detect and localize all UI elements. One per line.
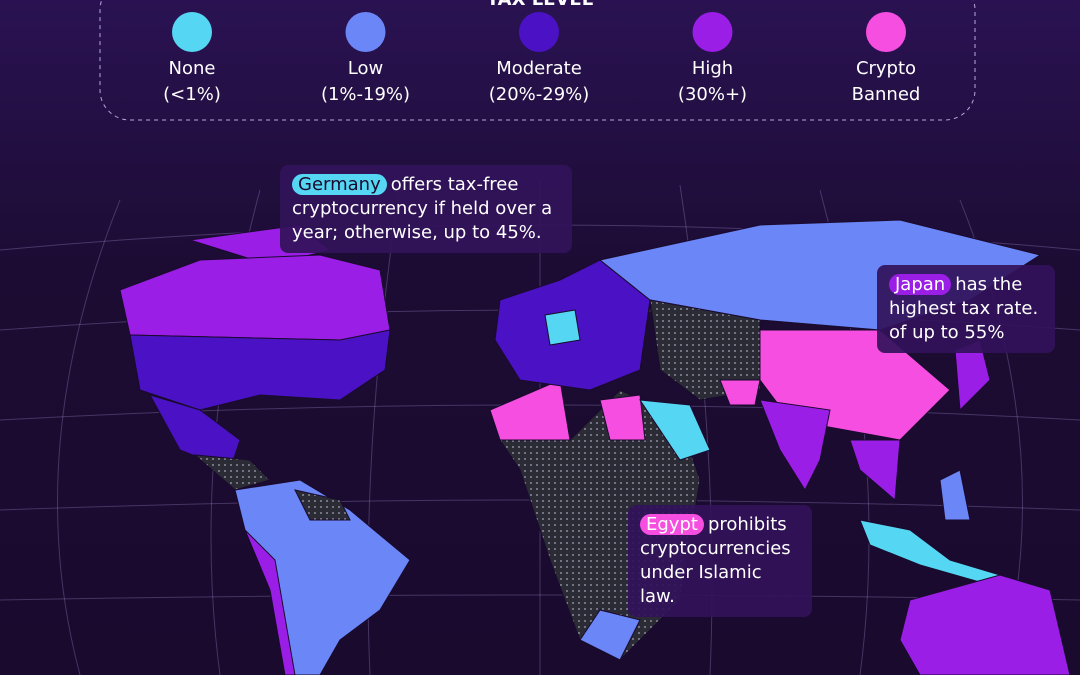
legend-range: (1%-19%): [321, 84, 410, 105]
legend-swatch: [172, 12, 212, 52]
annotation-text: has the highest tax rate. of up to 55%: [889, 274, 1039, 343]
legend-swatch: [345, 12, 386, 52]
legend-range: (20%-29%): [489, 84, 590, 105]
annotation: Germany offers tax-free cryptocurrency if…: [280, 165, 572, 253]
annotation-text: prohibits cryptocurrencies under Islamic…: [640, 514, 791, 607]
legend-swatch: [866, 12, 906, 52]
legend-range: (<1%): [163, 84, 221, 105]
legend-label: Low: [348, 58, 383, 79]
legend-label: Crypto: [856, 58, 916, 79]
legend-title: TAX LEVEL: [487, 0, 593, 10]
legend-frame: [99, 0, 976, 121]
annotation: Egypt prohibits cryptocurrencies under Is…: [628, 505, 812, 617]
legend-range: Banned: [852, 84, 921, 105]
legend-swatch: [519, 12, 559, 52]
legend-label: High: [692, 58, 733, 79]
annotation-highlight: Germany: [292, 174, 387, 195]
legend: None (<1%) Low (1%-19%) Moderate (20%-29%) Hig…: [163, 12, 920, 105]
annotation: Japan has the highest tax rate. of up to …: [877, 265, 1055, 353]
annotation-text: offers tax-free cryptocurrency if held o…: [292, 174, 553, 243]
legend-label: None: [169, 58, 216, 79]
annotation-highlight: Japan: [889, 274, 952, 295]
legend-range: (30%+): [678, 84, 747, 105]
legend-label: Moderate: [496, 58, 582, 79]
annotation-highlight: Egypt: [640, 514, 704, 535]
legend-swatch: [692, 12, 733, 52]
